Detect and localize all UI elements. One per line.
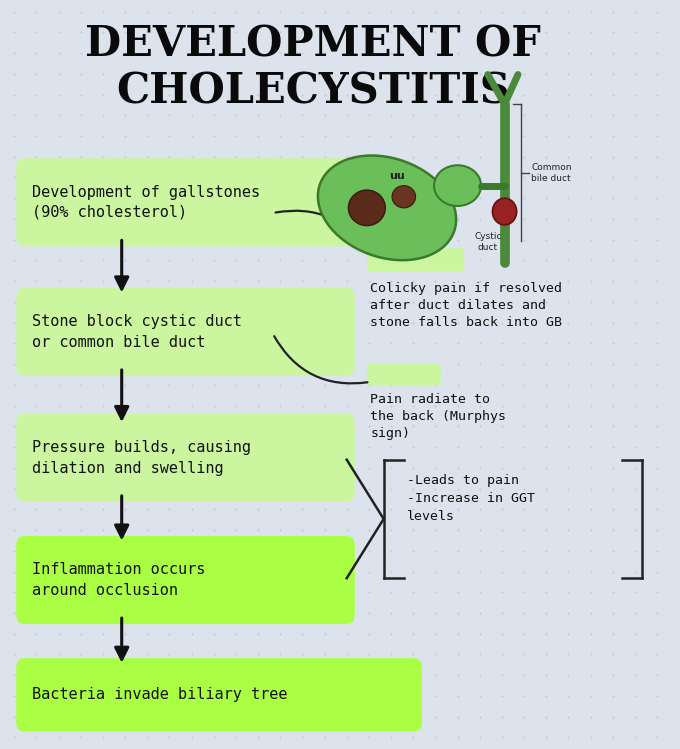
Text: uu: uu: [389, 171, 405, 181]
Ellipse shape: [434, 166, 481, 206]
Text: Stone block cystic duct
or common bile duct: Stone block cystic duct or common bile d…: [33, 315, 242, 350]
Text: Colicky pain if resolved
after duct dilates and
stone falls back into GB: Colicky pain if resolved after duct dila…: [370, 282, 562, 329]
Text: DEVELOPMENT OF: DEVELOPMENT OF: [85, 24, 541, 66]
Text: CHOLECYSTITIS: CHOLECYSTITIS: [116, 70, 510, 112]
Text: Cystic
duct: Cystic duct: [474, 232, 502, 252]
Text: Inflammation occurs
around occlusion: Inflammation occurs around occlusion: [33, 562, 206, 598]
FancyBboxPatch shape: [367, 248, 464, 272]
Text: Pressure builds, causing
dilation and swelling: Pressure builds, causing dilation and sw…: [33, 440, 252, 476]
Ellipse shape: [318, 156, 456, 260]
Text: Bacteria invade biliary tree: Bacteria invade biliary tree: [33, 688, 288, 703]
FancyBboxPatch shape: [16, 158, 355, 246]
Text: -Leads to pain
-Increase in GGT
levels: -Leads to pain -Increase in GGT levels: [407, 474, 535, 524]
FancyBboxPatch shape: [367, 363, 441, 386]
Circle shape: [492, 198, 517, 225]
FancyBboxPatch shape: [16, 658, 422, 732]
FancyBboxPatch shape: [16, 288, 355, 376]
Text: Pain radiate to
the back (Murphys
sign): Pain radiate to the back (Murphys sign): [370, 393, 506, 440]
Text: Common
bile duct: Common bile duct: [532, 163, 572, 183]
FancyBboxPatch shape: [16, 413, 355, 502]
Ellipse shape: [348, 190, 386, 225]
FancyBboxPatch shape: [16, 536, 355, 624]
Text: Development of gallstones
(90% cholesterol): Development of gallstones (90% cholester…: [33, 184, 260, 220]
Ellipse shape: [392, 186, 415, 208]
